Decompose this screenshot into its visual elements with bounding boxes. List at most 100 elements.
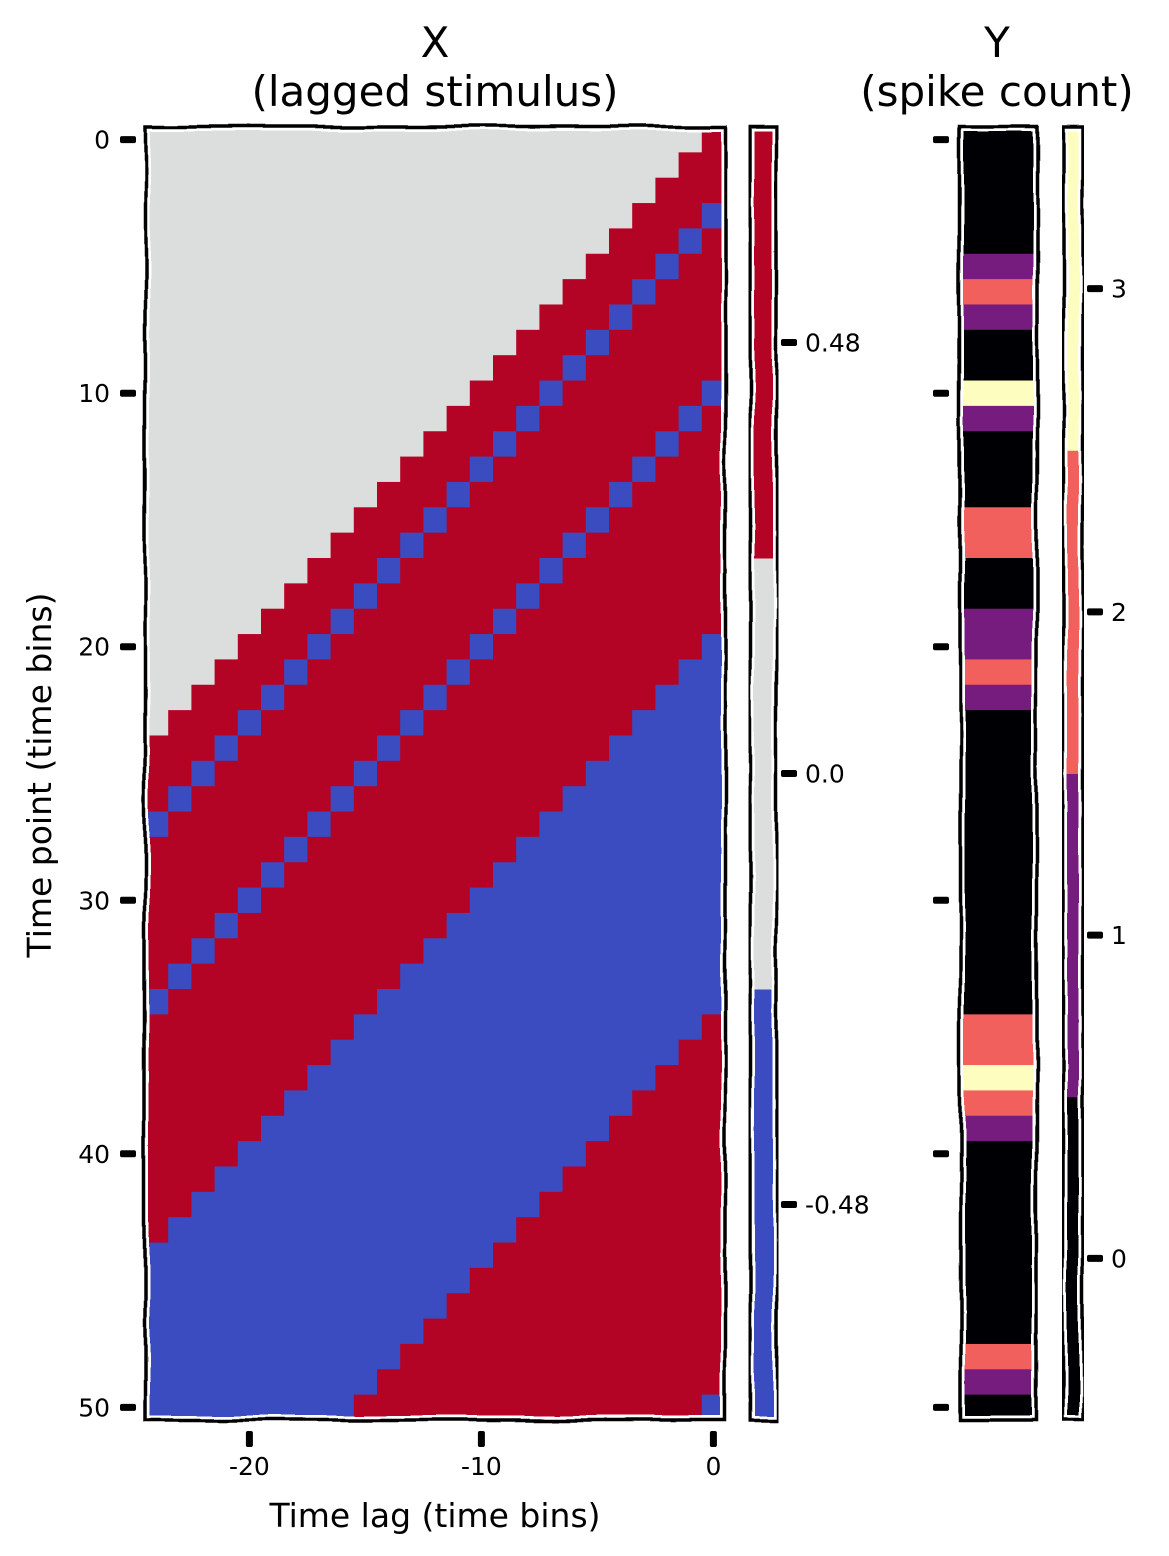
- x-heatmap-cell: [493, 152, 517, 179]
- x-heatmap-cell: [168, 836, 192, 863]
- x-heatmap-cell: [493, 203, 517, 230]
- y-heatmap-cell: [960, 938, 1037, 965]
- x-heatmap-cell: [330, 811, 355, 838]
- x-heatmap-cell: [168, 304, 192, 331]
- x-heatmap-cell: [655, 1293, 680, 1320]
- x-heatmap-cell: [168, 684, 192, 711]
- x-heatmap-cell: [284, 684, 308, 711]
- x-heatmap-cell: [423, 558, 448, 584]
- x-heatmap-cell: [516, 1293, 540, 1320]
- x-heatmap-cell: [609, 989, 633, 1015]
- x-heatmap-cell: [330, 1242, 355, 1269]
- x-heatmap-cell: [261, 1141, 285, 1168]
- x-heatmap-cell: [400, 329, 424, 356]
- x-heatmap-cell: [678, 989, 703, 1015]
- x-heatmap-cell: [632, 989, 656, 1015]
- x-heatmap-cell: [469, 228, 494, 255]
- y-heatmap-cell: [960, 811, 1037, 838]
- x-heatmap-cell: [214, 152, 239, 179]
- x-heatmap-cell: [585, 1166, 610, 1193]
- x-heatmap-cell: [261, 963, 285, 990]
- x-heatmap-cell: [609, 152, 633, 179]
- x-heatmap-cell: [237, 203, 262, 230]
- x-heatmap-cell: [237, 1115, 262, 1142]
- x-heatmap-cell: [516, 203, 540, 230]
- x-heatmap-cell: [191, 1267, 216, 1294]
- x-heatmap-cell: [191, 710, 216, 737]
- x-heatmap-cell: [214, 1141, 239, 1168]
- x-heatmap-cell: [423, 634, 448, 661]
- x-heatmap-cell: [516, 1242, 540, 1269]
- x-heatmap-cell: [678, 253, 703, 280]
- x-heatmap-cell: [678, 608, 703, 635]
- x-heatmap-cell: [469, 1090, 494, 1117]
- y-heatmap-frame: [955, 122, 1042, 1425]
- x-heatmap-cell: [191, 481, 216, 508]
- x-heatmap-cell: [237, 786, 262, 813]
- x-heatmap-cell: [701, 735, 726, 762]
- x-heatmap-cell: [609, 760, 633, 787]
- x-heatmap-cell: [701, 912, 726, 939]
- x-heatmap-cell: [423, 1293, 448, 1320]
- x-heatmap-cell: [493, 684, 517, 711]
- x-heatmap-cell: [446, 177, 471, 204]
- x-heatmap-cell: [307, 1039, 332, 1066]
- x-heatmap-cell: [214, 912, 239, 939]
- x-heatmap-cell: [678, 1293, 703, 1320]
- x-heatmap-cell: [446, 558, 471, 584]
- x-heatmap-cell: [469, 1343, 494, 1370]
- x-heatmap-cell: [701, 887, 726, 914]
- x-heatmap-cell: [261, 634, 285, 661]
- x-heatmap-cell: [284, 152, 308, 179]
- x-heatmap-cell: [655, 938, 680, 965]
- x-heatmap-cell: [353, 811, 378, 838]
- x-heatmap-cell: [284, 431, 308, 458]
- x-heatmap-cell: [585, 1343, 610, 1370]
- x-heatmap-cell: [539, 456, 564, 483]
- x-heatmap-cell: [655, 405, 680, 432]
- x-heatmap-cell: [516, 836, 540, 863]
- x-heatmap-cell: [446, 989, 471, 1015]
- x-heatmap-cell: [237, 912, 262, 939]
- y-heatmap-cell: [960, 710, 1037, 737]
- x-heatmap-cell: [353, 304, 378, 331]
- x-heatmap-cell: [145, 380, 169, 407]
- x-heatmap-cell: [655, 177, 680, 204]
- x-heatmap-cell: [214, 1343, 239, 1370]
- x-heatmap-cell: [562, 481, 587, 508]
- y-heatmap-cell: [960, 1115, 1037, 1142]
- x-heatmap-cell: [701, 279, 726, 306]
- x-heatmap-cell: [678, 760, 703, 787]
- x-heatmap-cell: [562, 1293, 587, 1320]
- x-heatmap-cell: [678, 1115, 703, 1142]
- y-heatmap-cell: [960, 760, 1037, 787]
- x-heatmap-cell: [307, 203, 332, 230]
- x-heatmap-cell: [145, 1394, 169, 1421]
- x-heatmap-cell: [261, 279, 285, 306]
- x-heatmap-cell: [469, 887, 494, 914]
- x-heatmap-cell: [330, 1141, 355, 1168]
- x-heatmap-y-tick-label: 0: [94, 126, 110, 155]
- x-heatmap-cell: [284, 355, 308, 382]
- x-heatmap-cell: [214, 583, 239, 610]
- x-heatmap-cell: [400, 608, 424, 635]
- y-colorbar-tick: [1087, 1254, 1103, 1262]
- x-heatmap-cell: [168, 989, 192, 1015]
- x-heatmap-cell: [214, 253, 239, 280]
- x-heatmap-cell: [261, 405, 285, 432]
- y-heatmap-cell: [960, 608, 1037, 635]
- x-heatmap-cell: [632, 938, 656, 965]
- x-heatmap-cell: [655, 380, 680, 407]
- x-heatmap-cell: [214, 507, 239, 534]
- x-heatmap-cell: [516, 1115, 540, 1142]
- x-heatmap-cell: [261, 659, 285, 686]
- x-heatmap-cell: [678, 507, 703, 534]
- x-heatmap-cell: [516, 152, 540, 179]
- x-heatmap-cell: [632, 127, 656, 153]
- x-heatmap-cell: [632, 405, 656, 432]
- x-heatmap-cell: [516, 811, 540, 838]
- x-heatmap-cell: [446, 1369, 471, 1396]
- x-heatmap-cell: [655, 1369, 680, 1396]
- x-heatmap-cell: [562, 1318, 587, 1345]
- x-heatmap-cell: [446, 304, 471, 331]
